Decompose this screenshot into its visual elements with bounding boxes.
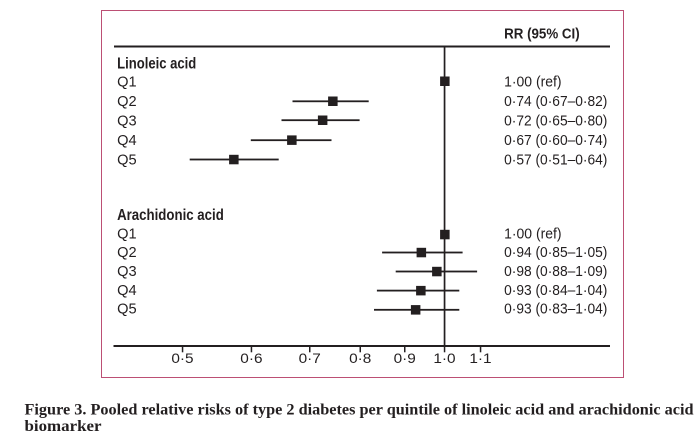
svg-text:Q1: Q1	[117, 225, 137, 242]
svg-text:0·67 (0·60–0·74): 0·67 (0·60–0·74)	[504, 132, 607, 149]
svg-text:0·72 (0·65–0·80): 0·72 (0·65–0·80)	[504, 112, 607, 129]
svg-text:0·7: 0·7	[299, 350, 322, 366]
svg-text:Figure 3. Pooled relative risk: Figure 3. Pooled relative risks of type …	[25, 400, 694, 418]
svg-text:Q5: Q5	[117, 151, 137, 168]
svg-text:0·74 (0·67–0·82): 0·74 (0·67–0·82)	[504, 93, 607, 110]
svg-text:Linoleic acid: Linoleic acid	[117, 55, 196, 72]
svg-text:0·8: 0·8	[349, 350, 372, 366]
svg-text:Q3: Q3	[117, 263, 137, 280]
svg-text:0·93 (0·83–1·04): 0·93 (0·83–1·04)	[504, 301, 607, 318]
svg-text:Q3: Q3	[117, 112, 137, 129]
svg-text:1·00 (ref): 1·00 (ref)	[504, 73, 561, 90]
svg-text:0·6: 0·6	[240, 350, 263, 366]
svg-text:1·00 (ref): 1·00 (ref)	[504, 225, 561, 242]
svg-text:Q1: Q1	[117, 73, 137, 90]
svg-text:Q2: Q2	[117, 93, 137, 110]
svg-text:biomarker: biomarker	[25, 417, 102, 435]
svg-text:0·93 (0·84–1·04): 0·93 (0·84–1·04)	[504, 282, 607, 299]
svg-text:1·1: 1·1	[469, 350, 492, 366]
svg-text:Q2: Q2	[117, 244, 137, 261]
svg-text:0·98 (0·88–1·09): 0·98 (0·88–1·09)	[504, 263, 607, 280]
svg-text:0·5: 0·5	[171, 350, 194, 366]
svg-text:RR (95% CI): RR (95% CI)	[504, 26, 580, 43]
svg-text:Arachidonic acid: Arachidonic acid	[117, 207, 224, 224]
svg-text:Q4: Q4	[117, 132, 137, 149]
svg-text:0·9: 0·9	[394, 350, 417, 366]
svg-text:1·0: 1·0	[433, 350, 456, 366]
svg-text:0·57 (0·51–0·64): 0·57 (0·51–0·64)	[504, 151, 607, 168]
svg-text:0·94 (0·85–1·05): 0·94 (0·85–1·05)	[504, 244, 607, 261]
svg-text:Q5: Q5	[117, 301, 137, 318]
svg-text:Q4: Q4	[117, 282, 137, 299]
